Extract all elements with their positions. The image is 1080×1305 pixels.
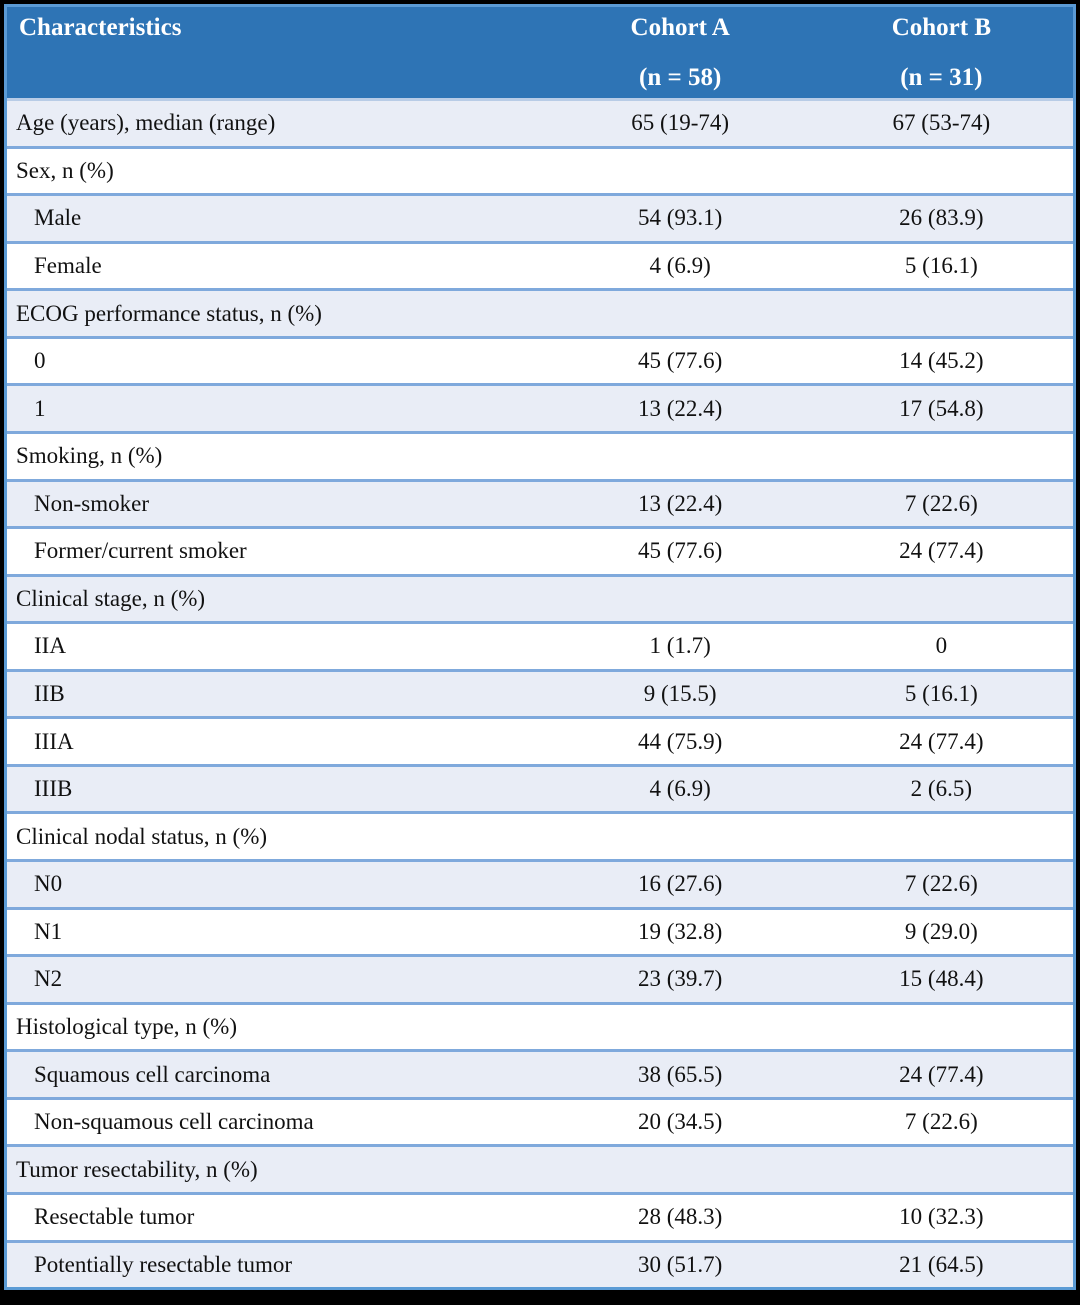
cohort-b-value: 26 (83.9) <box>899 205 984 231</box>
cohort-b-value: 0 <box>935 633 948 659</box>
cohort-b-value: 2 (6.5) <box>910 776 972 802</box>
cohort-a-value: 45 (77.6) <box>638 538 723 564</box>
table-row: Potentially resectable tumor 30 (51.7) 2… <box>7 1239 1073 1288</box>
table-row: Male 54 (93.1) 26 (83.9) <box>7 193 1073 241</box>
row-label: Clinical nodal status, n (%) <box>16 823 268 849</box>
cohort-b-value: 7 (22.6) <box>904 490 978 516</box>
table-row: Smoking, n (%) <box>7 430 1073 479</box>
row-label: ECOG performance status, n (%) <box>16 300 322 326</box>
cohort-b-value: 5 (16.1) <box>904 681 978 707</box>
cohort-a-value: 4 (6.9) <box>649 252 711 278</box>
header-spacer <box>19 65 551 90</box>
table-row: Non-squamous cell carcinoma 20 (34.5) 7 … <box>7 1096 1073 1145</box>
cohort-a-value: 16 (27.6) <box>638 871 723 897</box>
cohort-b-value: 67 (53-74) <box>892 110 991 136</box>
cohort-b-value: 10 (32.3) <box>899 1204 984 1230</box>
header-cohort-a-n: (n = 58) <box>639 64 722 91</box>
cohort-a-value: 38 (65.5) <box>638 1061 723 1087</box>
row-label: Clinical stage, n (%) <box>16 585 206 611</box>
cohort-a-value: 65 (19-74) <box>631 110 730 136</box>
cohort-a-value: 13 (22.4) <box>638 395 723 421</box>
table-row: Female 4 (6.9) 5 (16.1) <box>7 240 1073 289</box>
header-cohort-a: Cohort A (n = 58) <box>551 7 810 98</box>
row-label: IIA <box>34 633 66 659</box>
row-label: Non-smoker <box>34 490 149 516</box>
cohort-b-value: 21 (64.5) <box>899 1251 984 1277</box>
cohort-b-value: 17 (54.8) <box>899 395 984 421</box>
row-label: IIIA <box>34 728 74 754</box>
row-label: Former/current smoker <box>34 538 247 564</box>
row-label: Squamous cell carcinoma <box>34 1061 271 1087</box>
header-cohort-b-n: (n = 31) <box>900 64 983 91</box>
table-row: ECOG performance status, n (%) <box>7 288 1073 336</box>
cohort-a-value: 9 (15.5) <box>643 681 717 707</box>
cohort-b-value: 24 (77.4) <box>899 728 984 754</box>
cohort-a-value: 1 (1.7) <box>649 633 711 659</box>
row-label: Non-squamous cell carcinoma <box>34 1109 314 1135</box>
table-row: IIIB 4 (6.9) 2 (6.5) <box>7 763 1073 812</box>
cohort-a-value: 54 (93.1) <box>638 205 723 231</box>
table-row: IIA 1 (1.7) 0 <box>7 621 1073 669</box>
patient-characteristics-table: Characteristics Cohort A (n = 58) Cohort… <box>4 4 1076 1290</box>
header-cohort-a-label: Cohort A <box>630 14 730 41</box>
header-cohort-b: Cohort B (n = 31) <box>810 7 1073 98</box>
cohort-a-value: 44 (75.9) <box>638 728 723 754</box>
cohort-b-value: 14 (45.2) <box>899 348 984 374</box>
table-row: Clinical nodal status, n (%) <box>7 811 1073 859</box>
table-row: N2 23 (39.7) 15 (48.4) <box>7 954 1073 1002</box>
row-label: Female <box>34 252 102 278</box>
table-row: IIB 9 (15.5) 5 (16.1) <box>7 668 1073 717</box>
table-row: Non-smoker 13 (22.4) 7 (22.6) <box>7 478 1073 527</box>
cohort-b-value: 15 (48.4) <box>899 966 984 992</box>
row-label: Age (years), median (range) <box>16 110 276 136</box>
cohort-b-value: 5 (16.1) <box>904 252 978 278</box>
row-label: N1 <box>34 918 63 944</box>
table-body: Age (years), median (range) 65 (19-74) 6… <box>7 101 1073 1288</box>
table-row: Resectable tumor 28 (48.3) 10 (32.3) <box>7 1191 1073 1240</box>
row-label: IIB <box>34 681 65 707</box>
table-row: IIIA 44 (75.9) 24 (77.4) <box>7 716 1073 764</box>
table-row: Clinical stage, n (%) <box>7 573 1073 622</box>
row-label: Smoking, n (%) <box>16 443 163 469</box>
header-characteristics: Characteristics <box>7 7 551 98</box>
header-cohort-b-label: Cohort B <box>891 14 991 41</box>
row-label: Histological type, n (%) <box>16 1013 238 1039</box>
cohort-a-value: 20 (34.5) <box>638 1109 723 1135</box>
row-label: Potentially resectable tumor <box>34 1251 293 1277</box>
header-characteristics-label: Characteristics <box>19 14 182 41</box>
cohort-a-value: 28 (48.3) <box>638 1204 723 1230</box>
row-label: N0 <box>34 871 63 897</box>
table-row: Histological type, n (%) <box>7 1001 1073 1050</box>
table-row: Age (years), median (range) 65 (19-74) 6… <box>7 101 1073 146</box>
row-label: Male <box>34 205 82 231</box>
cohort-b-value: 24 (77.4) <box>899 1061 984 1087</box>
table-row: N0 16 (27.6) 7 (22.6) <box>7 859 1073 907</box>
row-label: Resectable tumor <box>34 1204 195 1230</box>
row-label: N2 <box>34 966 63 992</box>
table-row: 0 45 (77.6) 14 (45.2) <box>7 335 1073 384</box>
row-label: 1 <box>34 395 46 421</box>
cohort-b-value: 24 (77.4) <box>899 538 984 564</box>
cohort-a-value: 4 (6.9) <box>649 776 711 802</box>
table-row: Sex, n (%) <box>7 145 1073 194</box>
table-row: Former/current smoker 45 (77.6) 24 (77.4… <box>7 526 1073 574</box>
cohort-a-value: 45 (77.6) <box>638 348 723 374</box>
row-label: Tumor resectability, n (%) <box>16 1156 258 1182</box>
row-label: 0 <box>34 348 46 374</box>
cohort-b-value: 7 (22.6) <box>904 1109 978 1135</box>
row-label: IIIB <box>34 776 73 802</box>
cohort-a-value: 23 (39.7) <box>638 966 723 992</box>
cohort-a-value: 30 (51.7) <box>638 1251 723 1277</box>
table-row: Tumor resectability, n (%) <box>7 1144 1073 1192</box>
table-header-row: Characteristics Cohort A (n = 58) Cohort… <box>7 7 1073 101</box>
cohort-b-value: 7 (22.6) <box>904 871 978 897</box>
row-label: Sex, n (%) <box>16 157 114 183</box>
cohort-a-value: 13 (22.4) <box>638 490 723 516</box>
table-row: N1 19 (32.8) 9 (29.0) <box>7 906 1073 955</box>
cohort-b-value: 9 (29.0) <box>904 918 978 944</box>
cohort-a-value: 19 (32.8) <box>638 918 723 944</box>
table-row: Squamous cell carcinoma 38 (65.5) 24 (77… <box>7 1049 1073 1097</box>
table-row: 1 13 (22.4) 17 (54.8) <box>7 383 1073 431</box>
